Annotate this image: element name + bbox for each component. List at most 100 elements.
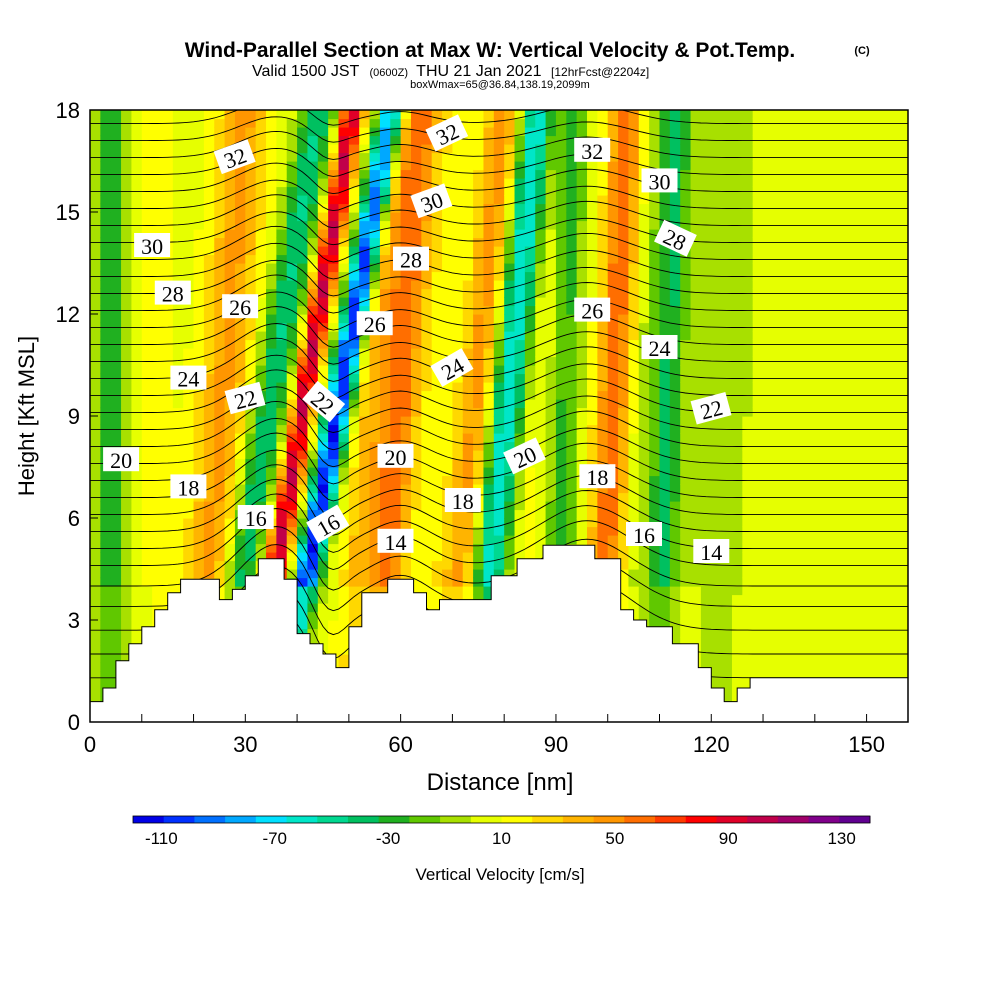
velocity-cell xyxy=(731,365,743,375)
velocity-cell xyxy=(121,110,133,120)
velocity-cell xyxy=(597,424,609,434)
velocity-cell xyxy=(773,373,785,383)
velocity-cell xyxy=(607,280,619,290)
velocity-cell xyxy=(317,501,329,511)
velocity-cell xyxy=(193,297,205,307)
velocity-cell xyxy=(141,535,153,545)
velocity-cell xyxy=(307,484,319,494)
velocity-cell xyxy=(286,280,298,290)
velocity-cell xyxy=(286,450,298,460)
velocity-cell xyxy=(328,348,340,358)
velocity-cell xyxy=(390,280,402,290)
velocity-cell xyxy=(566,178,578,188)
velocity-cell xyxy=(493,484,505,494)
velocity-cell xyxy=(234,467,246,477)
velocity-cell xyxy=(566,458,578,468)
velocity-cell xyxy=(462,407,474,417)
velocity-cell xyxy=(773,628,785,638)
velocity-cell xyxy=(359,135,371,145)
velocity-cell xyxy=(121,603,133,613)
velocity-cell xyxy=(162,484,174,494)
velocity-cell xyxy=(369,118,381,128)
velocity-cell xyxy=(638,195,650,205)
velocity-cell xyxy=(255,382,267,392)
velocity-cell xyxy=(110,297,122,307)
velocity-cell xyxy=(110,441,122,451)
velocity-cell xyxy=(442,152,454,162)
velocity-cell xyxy=(348,212,360,222)
velocity-cell xyxy=(690,501,702,511)
velocity-cell xyxy=(379,127,391,137)
velocity-cell xyxy=(638,390,650,400)
velocity-cell xyxy=(131,484,143,494)
velocity-cell xyxy=(131,280,143,290)
velocity-cell xyxy=(483,254,495,264)
velocity-cell xyxy=(618,339,630,349)
velocity-cell xyxy=(214,424,226,434)
velocity-cell xyxy=(659,560,671,570)
velocity-cell xyxy=(400,203,412,213)
velocity-cell xyxy=(731,203,743,213)
velocity-cell xyxy=(452,322,464,332)
velocity-cell xyxy=(700,450,712,460)
velocity-cell xyxy=(752,203,764,213)
velocity-cell xyxy=(731,509,743,519)
velocity-cell xyxy=(141,399,153,409)
velocity-cell xyxy=(224,441,236,451)
velocity-cell xyxy=(628,178,640,188)
velocity-cell xyxy=(338,484,350,494)
velocity-cell xyxy=(286,127,298,137)
velocity-cell xyxy=(731,620,743,630)
velocity-cell xyxy=(172,433,184,443)
velocity-cell xyxy=(400,484,412,494)
velocity-cell xyxy=(711,679,723,689)
velocity-cell xyxy=(504,560,516,570)
velocity-cell xyxy=(369,526,381,536)
velocity-cell xyxy=(90,586,101,596)
velocity-cell xyxy=(410,484,422,494)
velocity-cell xyxy=(100,254,112,264)
velocity-cell xyxy=(483,594,495,604)
velocity-cell xyxy=(597,535,609,545)
velocity-cell xyxy=(524,382,536,392)
velocity-cell xyxy=(628,407,640,417)
velocity-cell xyxy=(493,526,505,536)
velocity-cell xyxy=(255,220,267,230)
velocity-cell xyxy=(297,620,309,630)
velocity-cell xyxy=(276,518,288,528)
velocity-cell xyxy=(224,407,236,417)
velocity-cell xyxy=(328,501,340,511)
velocity-cell xyxy=(669,254,681,264)
velocity-cell xyxy=(535,237,547,247)
velocity-cell xyxy=(431,407,443,417)
velocity-cell xyxy=(607,178,619,188)
velocity-cell xyxy=(597,399,609,409)
velocity-cell xyxy=(110,620,122,630)
velocity-cell xyxy=(224,220,236,230)
velocity-cell xyxy=(214,246,226,256)
velocity-cell xyxy=(328,127,340,137)
velocity-cell xyxy=(618,424,630,434)
velocity-cell xyxy=(245,424,257,434)
velocity-cell xyxy=(628,229,640,239)
velocity-cell xyxy=(307,433,319,443)
velocity-cell xyxy=(659,382,671,392)
velocity-cell xyxy=(555,535,567,545)
velocity-cell xyxy=(121,246,133,256)
velocity-cell xyxy=(483,127,495,137)
velocity-cell xyxy=(773,118,785,128)
velocity-cell xyxy=(473,288,485,298)
velocity-cell xyxy=(400,135,412,145)
velocity-cell xyxy=(452,314,464,324)
velocity-cell xyxy=(763,246,774,256)
velocity-cell xyxy=(742,611,754,621)
velocity-cell xyxy=(763,220,774,230)
velocity-cell xyxy=(524,152,536,162)
velocity-cell xyxy=(224,594,236,604)
velocity-cell xyxy=(421,118,433,128)
velocity-cell xyxy=(462,382,474,392)
velocity-cell xyxy=(524,305,536,315)
velocity-cell xyxy=(297,484,309,494)
velocity-cell xyxy=(649,475,661,485)
velocity-cell xyxy=(783,271,795,281)
